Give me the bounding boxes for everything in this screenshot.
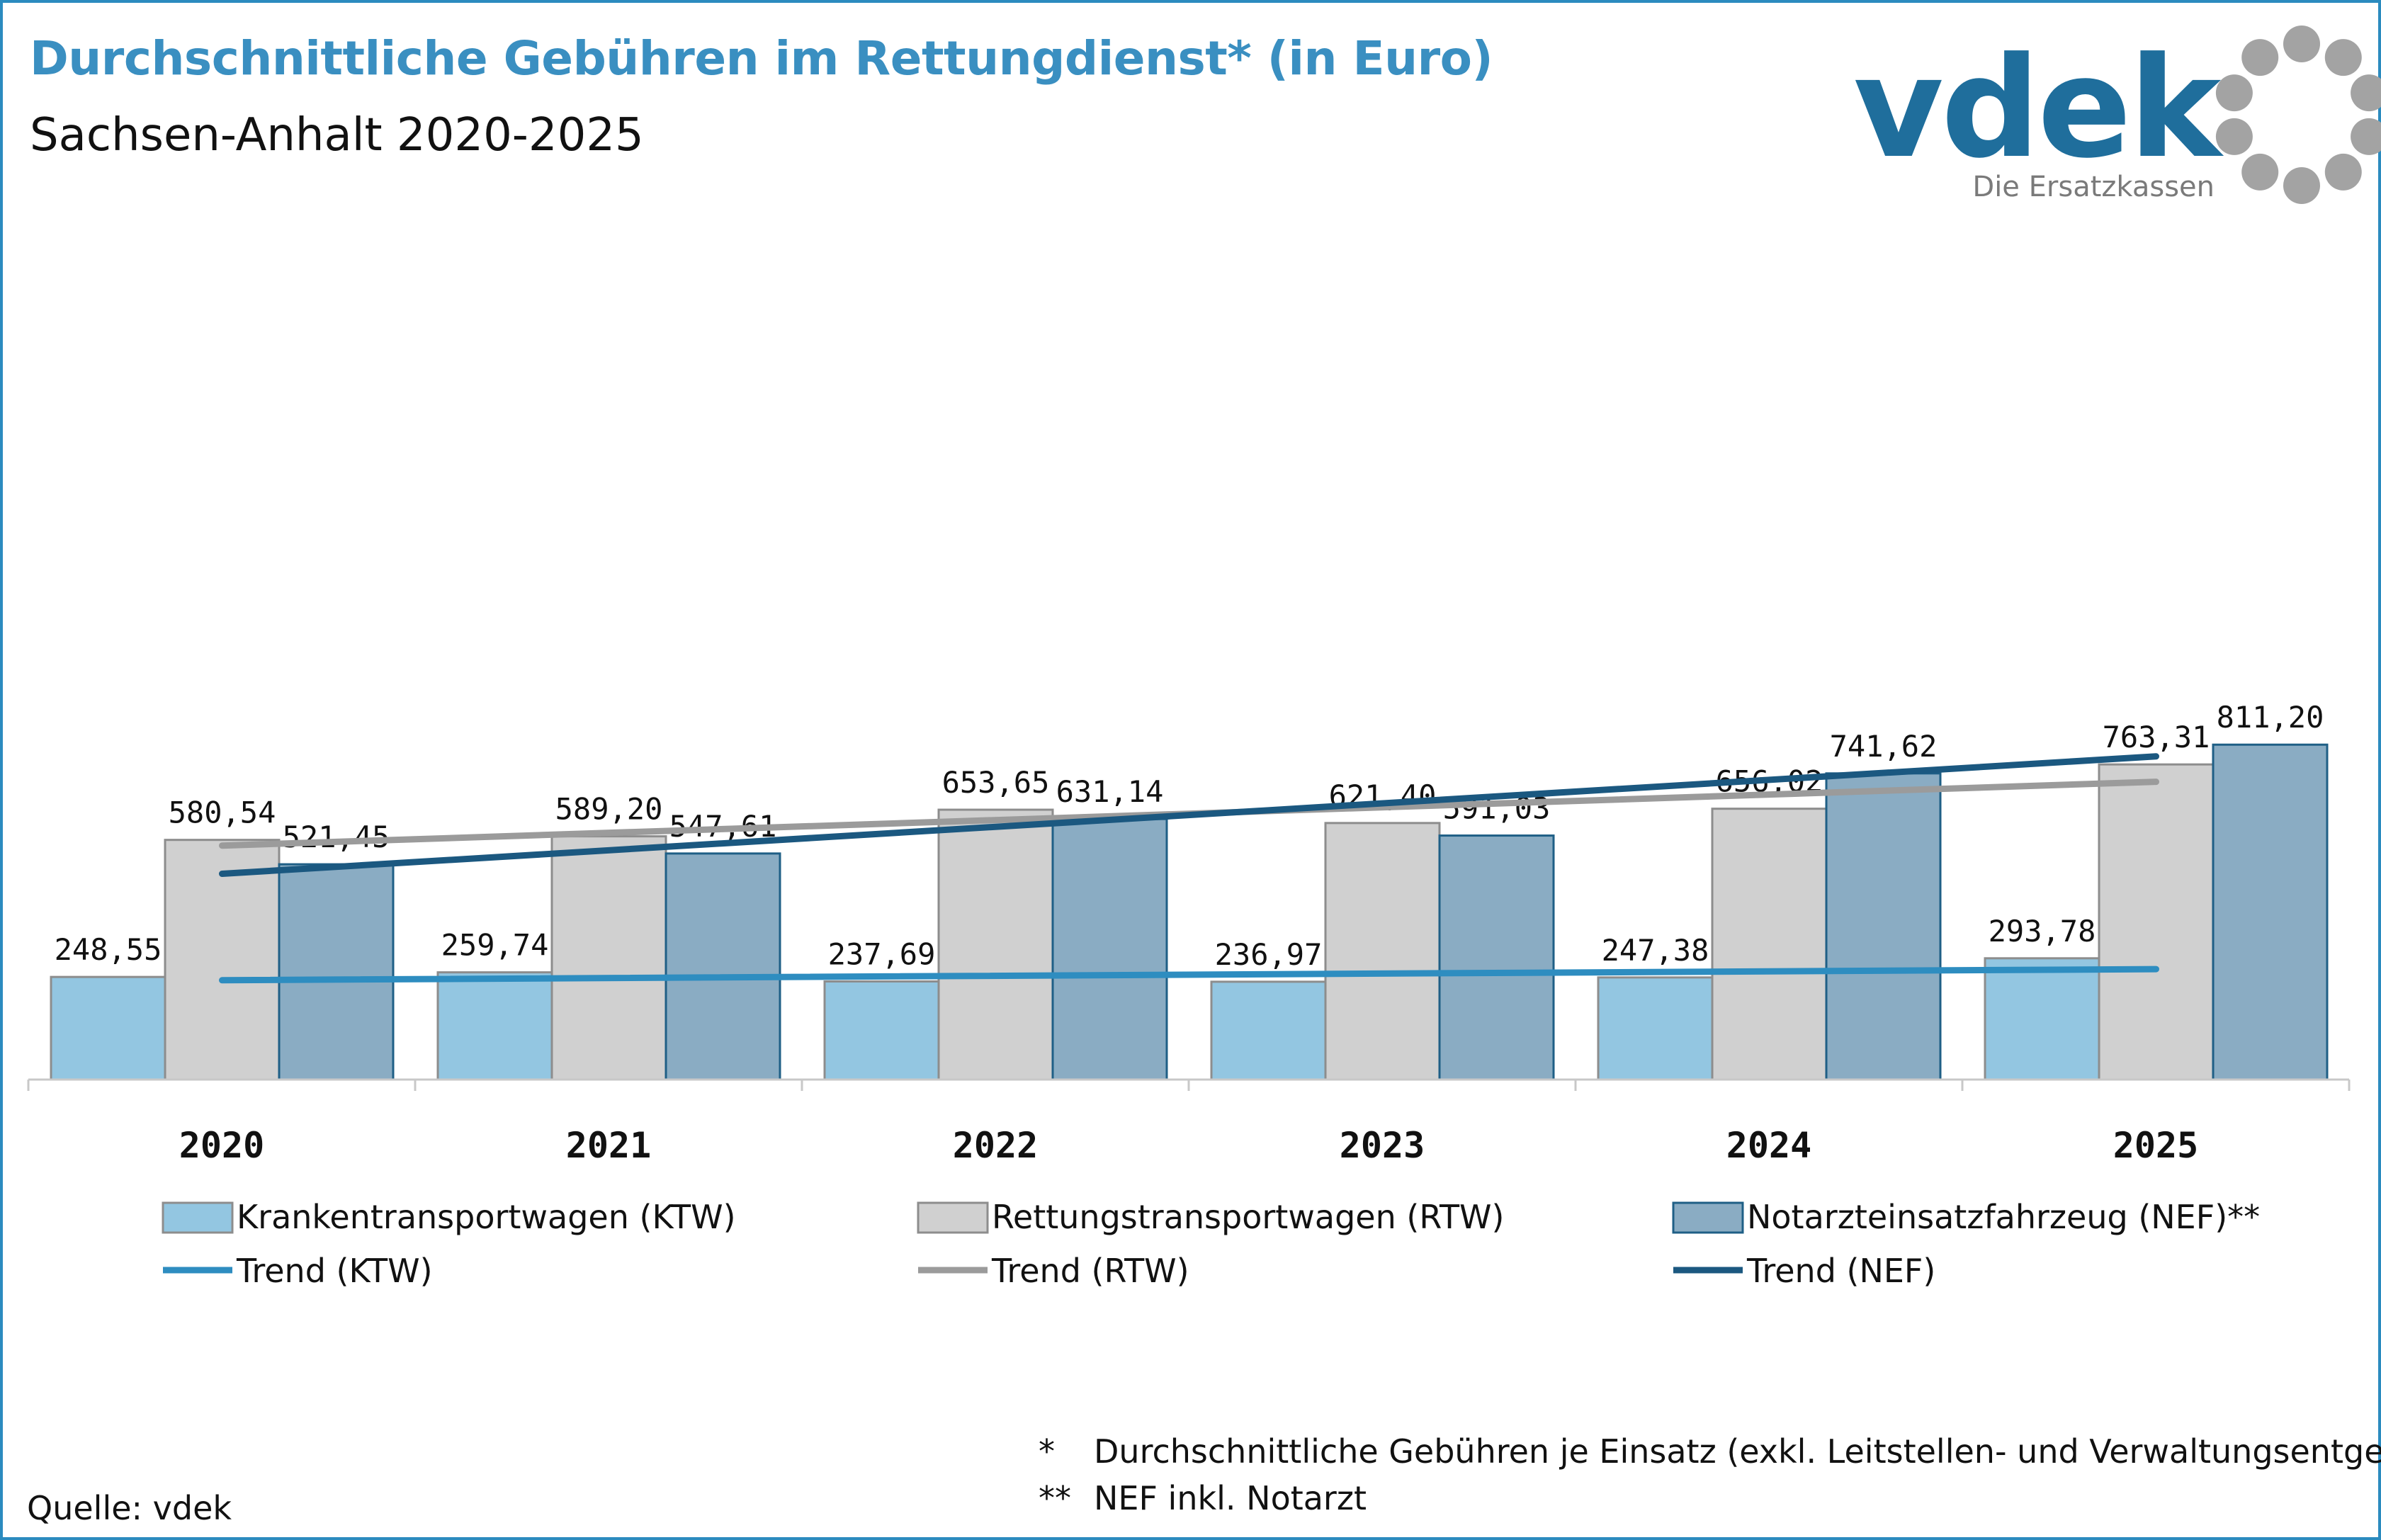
logo-dot (2324, 153, 2362, 191)
data-label: 248,55 (55, 932, 162, 967)
bar-rtw-2024 (1711, 808, 1828, 1081)
logo-dot (2324, 39, 2362, 77)
data-label: 741,62 (1830, 729, 1938, 764)
logo-dots-icon (2215, 26, 2381, 204)
legend-label: Rettungstransportwagen (RTW) (992, 1198, 1504, 1236)
bar-ktw-2022 (823, 980, 940, 1081)
footnote-2-mark: ** (1039, 1479, 1071, 1517)
trend-line-ktw (219, 966, 2159, 984)
logo-wordmark: vdek (1853, 28, 2224, 189)
data-label: 236,97 (1215, 937, 1323, 972)
bar-ktw-2020 (50, 975, 166, 1081)
data-label: 237,69 (828, 936, 936, 971)
data-label: 580,54 (169, 796, 276, 830)
footnote-2-text: NEF inkl. Notarzt (1094, 1479, 1367, 1517)
vdek-logo: vdek Die Ersatzkassen (1853, 26, 2381, 204)
bar-rtw-2020 (164, 839, 281, 1081)
footnote-1-text: Durchschnittliche Gebühren je Einsatz (e… (1094, 1432, 2381, 1471)
chart-subtitle: Sachsen-Anhalt 2020-2025 (30, 109, 644, 162)
bar-ktw-2024 (1597, 976, 1714, 1081)
chart-title: Durchschnittliche Gebühren im Rettungdie… (30, 31, 1493, 86)
logo-dot (2283, 26, 2320, 62)
x-tick-label: 2025 (2113, 1125, 2198, 1166)
legend-swatch-nef (1672, 1201, 1744, 1234)
logo-tagline: Die Ersatzkassen (1972, 171, 2215, 203)
bar-nef-2025 (2212, 743, 2329, 1081)
trend-line-nef (219, 753, 2159, 877)
legend-label: Krankentransportwagen (KTW) (237, 1198, 736, 1236)
logo-dot (2215, 74, 2253, 112)
legend-label: Trend (RTW) (991, 1252, 1189, 1290)
bar-ktw-2023 (1210, 980, 1327, 1081)
data-label: 247,38 (1602, 933, 1709, 968)
data-label: 811,20 (2217, 700, 2324, 735)
bar-nef-2024 (1825, 772, 1942, 1081)
bar-rtw-2022 (937, 808, 1054, 1081)
logo-dot (2283, 167, 2320, 204)
x-tick-label: 2022 (953, 1125, 1038, 1166)
legend-label: Notarzteinsatzfahrzeug (NEF)** (1747, 1198, 2260, 1236)
bar-nef-2021 (664, 852, 781, 1081)
footnote-1: * Durchschnittliche Gebühren je Einsatz (… (1039, 1432, 2381, 1471)
data-label: 293,78 (1989, 914, 2096, 949)
bar-ktw-2021 (436, 971, 553, 1081)
source-note: Quelle: vdek (27, 1489, 232, 1527)
x-tick-label: 2023 (1340, 1125, 1425, 1166)
bar-rtw-2025 (2098, 763, 2215, 1081)
data-label: 259,74 (441, 928, 549, 963)
data-label: 521,45 (283, 820, 390, 854)
logo-dot (2241, 39, 2279, 77)
bar-rtw-2021 (550, 835, 667, 1081)
legend-swatch-rtw (917, 1201, 989, 1234)
bar-chart: 248,55 259,74 237,69 236,97 247,38 293,78 580,… (27, 700, 2351, 1290)
bar-ktw-2025 (1984, 957, 2100, 1081)
bar-rtw-2023 (1324, 822, 1441, 1081)
logo-dot (2351, 74, 2381, 112)
legend-swatch-ktw (162, 1201, 234, 1234)
data-label: 631,14 (1056, 774, 1164, 809)
logo-dot (2351, 118, 2381, 155)
x-tick-label: 2024 (1726, 1125, 1811, 1166)
bar-nef-2023 (1438, 834, 1555, 1081)
footnote-1-mark: * (1039, 1432, 1055, 1471)
legend-label: Trend (KTW) (236, 1252, 433, 1290)
data-label: 589,20 (555, 792, 663, 827)
bar-nef-2020 (278, 863, 395, 1081)
data-label: 763,31 (2103, 720, 2210, 754)
logo-dot (2241, 153, 2279, 191)
x-tick-label: 2021 (566, 1125, 651, 1166)
footnote-2: ** NEF inkl. Notarzt (1039, 1479, 1367, 1517)
logo-dot (2215, 118, 2253, 155)
x-tick-label: 2020 (179, 1125, 264, 1166)
legend-label: Trend (NEF) (1746, 1252, 1935, 1290)
data-label: 653,65 (942, 765, 1050, 800)
bar-nef-2022 (1051, 817, 1168, 1081)
